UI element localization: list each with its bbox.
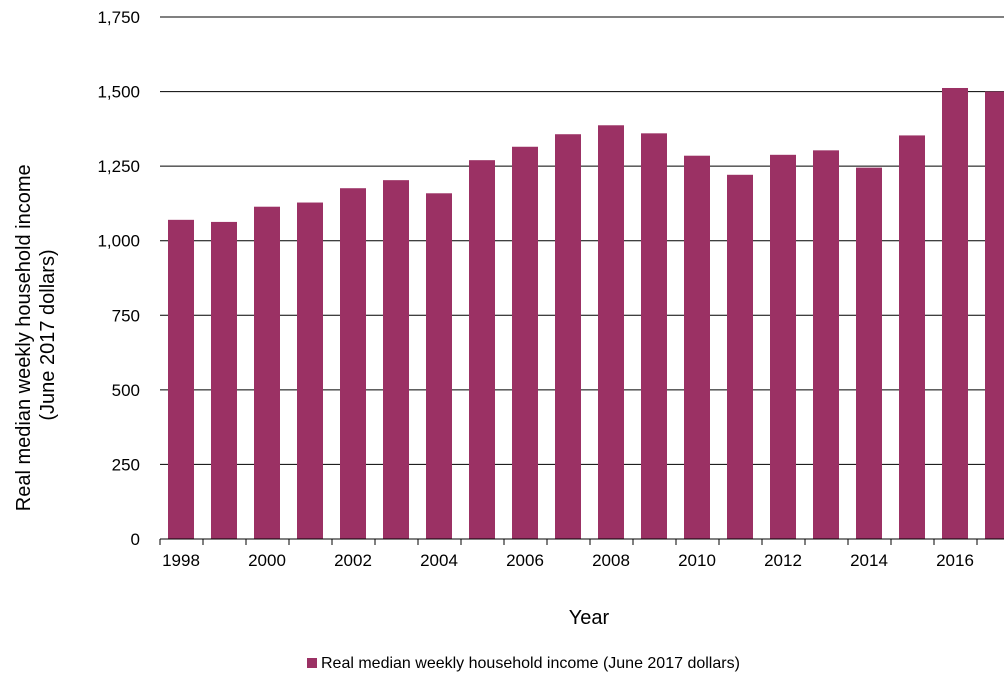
x-tick-label: 2008 (592, 551, 630, 570)
y-tick-label: 0 (131, 530, 140, 549)
bars (168, 87, 1004, 540)
x-tick-label: 2002 (334, 551, 372, 570)
bar-2009 (641, 133, 667, 539)
y-tick-label: 1,250 (97, 157, 140, 176)
legend-swatch (307, 658, 317, 668)
bar-2013 (813, 150, 839, 539)
bar-2011 (727, 174, 753, 539)
bar-2010 (684, 155, 710, 539)
bar-2004 (426, 193, 452, 539)
bar-2002 (340, 188, 366, 539)
y-tick-label: 250 (112, 455, 140, 474)
x-tick-label: 1998 (162, 551, 200, 570)
y-tick-label: 1,750 (97, 8, 140, 27)
y-axis-title-line-2: (June 2017 dollars) (37, 249, 59, 420)
bar-2017 (985, 91, 1004, 540)
x-tick-label: 2010 (678, 551, 716, 570)
x-tick-label: 2016 (936, 551, 974, 570)
bar-2014 (856, 167, 882, 540)
y-axis-title: Real median weekly household income (Jun… (13, 159, 59, 511)
y-tick-label: 1,000 (97, 232, 140, 251)
bar-2007 (555, 134, 581, 539)
bar-2008 (598, 125, 624, 540)
bar-2003 (383, 180, 409, 539)
legend: Real median weekly household income (Jun… (307, 655, 740, 672)
bar-2012 (770, 154, 796, 540)
x-axis-tick-labels: 1998 2000 2002 2004 2006 2008 2010 2012 2014 2016 (162, 551, 974, 570)
x-axis-title: Year (569, 607, 610, 629)
bar-2005 (469, 160, 495, 540)
bar-2016 (942, 87, 968, 539)
y-tick-label: 1,500 (97, 83, 140, 102)
y-axis-title-line-1: Real median weekly household income (13, 164, 35, 511)
bar-1998 (168, 219, 194, 539)
bar-2006 (512, 146, 538, 540)
bar-2015 (899, 135, 925, 539)
y-axis-tick-labels: 0 250 500 750 1,000 1,250 1,500 1,750 (97, 8, 140, 549)
bar-2000 (254, 206, 280, 539)
x-tick-label: 2006 (506, 551, 544, 570)
legend-label: Real median weekly household income (Jun… (321, 655, 740, 672)
x-tick-label: 2012 (764, 551, 802, 570)
x-tick-label: 2000 (248, 551, 286, 570)
bar-1999 (211, 221, 237, 539)
y-tick-label: 500 (112, 381, 140, 400)
y-tick-label: 750 (112, 306, 140, 325)
x-tick-label: 2004 (420, 551, 458, 570)
x-axis (159, 538, 1004, 545)
x-tick-label: 2014 (850, 551, 888, 570)
bar-2001 (297, 202, 323, 540)
